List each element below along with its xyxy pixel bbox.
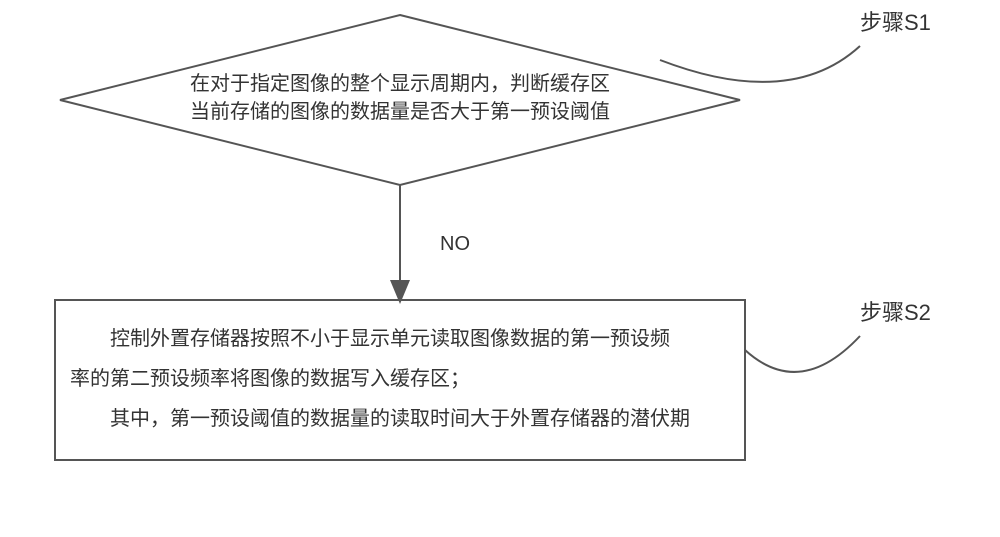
process-text-line3: 其中，第一预设阈值的数据量的读取时间大于外置存储器的潜伏期 bbox=[110, 407, 690, 430]
process-text-line2: 率的第二预设频率将图像的数据写入缓存区； bbox=[70, 367, 470, 390]
decision-text-line1: 在对于指定图像的整个显示周期内，判断缓存区 bbox=[190, 72, 610, 95]
decision-node bbox=[60, 15, 740, 185]
decision-text-line2: 当前存储的图像的数据量是否大于第一预设阈值 bbox=[190, 100, 610, 123]
process-text-line1: 控制外置存储器按照不小于显示单元读取图像数据的第一预设频 bbox=[110, 327, 670, 350]
label-s2: 步骤S2 bbox=[860, 300, 931, 325]
callout-s1 bbox=[660, 46, 860, 82]
arrow-label-no: NO bbox=[440, 233, 470, 255]
callout-s2 bbox=[745, 336, 860, 372]
label-s1: 步骤S1 bbox=[860, 10, 931, 35]
